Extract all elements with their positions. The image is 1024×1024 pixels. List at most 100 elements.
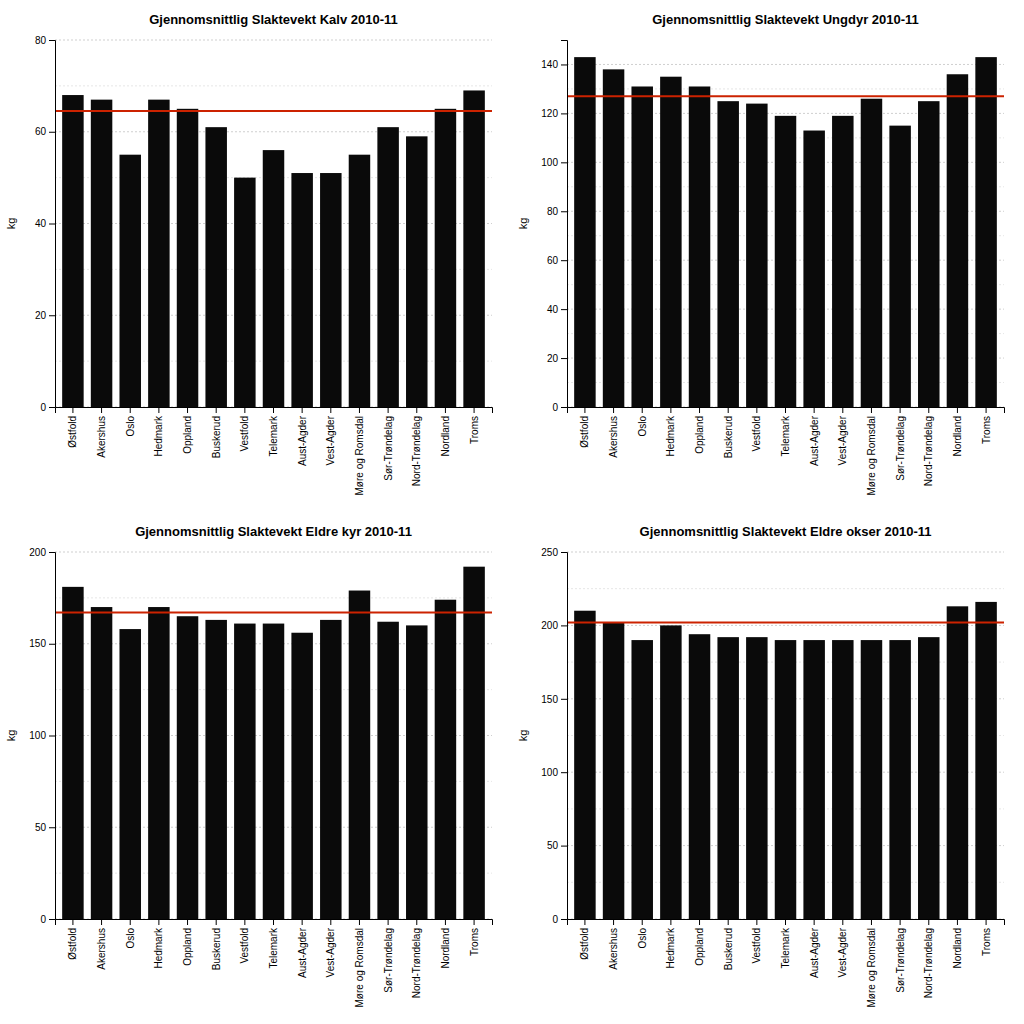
x-tick-mark [842, 919, 843, 925]
bar [574, 611, 595, 919]
y-tick-mark [49, 224, 55, 225]
y-tick: 120 [541, 108, 567, 119]
reference-line [55, 110, 492, 112]
y-tick-label: 0 [552, 914, 558, 925]
y-tick: 40 [35, 218, 55, 229]
x-tick: Vest-Agder [837, 919, 848, 977]
x-tick-mark [187, 919, 188, 925]
y-tick-mark [561, 846, 567, 847]
x-tick-label: Vest-Agder [325, 415, 336, 465]
y-tick-mark [49, 40, 55, 41]
x-tick-label: Sør-Trøndelag [383, 928, 394, 993]
x-tick-label: Oppland [694, 416, 705, 454]
y-tick-label: 150 [29, 638, 46, 649]
bar [603, 622, 624, 919]
y-tick: 0 [552, 402, 567, 413]
bar [660, 77, 681, 407]
x-tick: Oppland [182, 919, 193, 966]
x-tick-label: Oppland [694, 928, 705, 966]
y-tick-mark [561, 113, 567, 114]
bar [91, 607, 112, 919]
x-tick: Buskerud [723, 919, 734, 970]
x-tick: Sør-Trøndelag [895, 919, 906, 993]
grid-line [55, 40, 492, 41]
grid-line-minor [55, 597, 492, 598]
x-tick: Sør-Trøndelag [383, 919, 394, 993]
x-tick-label: Aust-Agder [809, 415, 820, 466]
x-tick: Oslo [637, 919, 648, 949]
y-tick-mark [561, 407, 567, 408]
grid [567, 552, 1004, 919]
grid-line [567, 552, 1004, 553]
x-tick-label: Buskerud [211, 416, 222, 458]
bar [177, 616, 198, 919]
y-tick: 150 [29, 638, 55, 649]
x-tick-mark [871, 407, 872, 413]
bar [775, 116, 796, 407]
x-tick: Akershus [608, 407, 619, 458]
x-tick-label: Vestfold [751, 416, 762, 452]
y-tick-mark [561, 552, 567, 553]
y-axis-line [49, 41, 56, 408]
chart-title: Gjennomsnittlig Slaktevekt Eldre okser 2… [640, 524, 932, 539]
x-tick-label: Troms [469, 416, 480, 444]
x-tick-mark [445, 919, 446, 925]
y-tick-label: 0 [40, 914, 46, 925]
grid-line [55, 131, 492, 132]
y-tick-mark [561, 260, 567, 261]
bar [62, 95, 83, 407]
x-tick-mark [101, 407, 102, 413]
bar [746, 637, 767, 919]
x-tick: Vest-Agder [325, 407, 336, 465]
y-tick-label: 100 [29, 730, 46, 741]
bar [349, 591, 370, 919]
bar [263, 150, 284, 407]
y-tick-label: 150 [541, 694, 558, 705]
plot-area [55, 567, 492, 919]
x-tick-label: Vestfold [239, 928, 250, 964]
bar [889, 640, 910, 919]
x-tick-label: Telemark [780, 415, 791, 457]
bar [234, 178, 255, 407]
y-tick-mark [49, 827, 55, 828]
bar [746, 104, 767, 407]
x-tick-mark [302, 919, 303, 925]
x-tick: Buskerud [211, 407, 222, 458]
y-tick-label: 20 [35, 310, 47, 321]
x-tick-mark [474, 919, 475, 925]
x-tick-mark [642, 919, 643, 925]
bar [119, 629, 140, 919]
x-tick-mark [785, 407, 786, 413]
y-tick-label: 60 [35, 126, 47, 137]
x-tick-label: Østfold [67, 416, 78, 448]
y-tick-label: 60 [547, 255, 559, 266]
x-tick-mark [814, 919, 815, 925]
x-tick-mark [72, 407, 73, 413]
chart-title: Gjennomsnittlig Slaktevekt Ungdyr 2010-1… [652, 12, 919, 27]
x-tick-label: Østfold [579, 416, 590, 448]
x-tick-label: Buskerud [211, 928, 222, 970]
y-tick: 200 [29, 547, 55, 558]
x-tick-label: Østfold [579, 928, 590, 960]
x-tick: Aust-Agder [297, 407, 308, 466]
x-axis-line [56, 920, 493, 926]
x-tick: Møre og Romsdal [866, 919, 877, 1007]
y-axis-title: kg [5, 730, 17, 742]
x-tick-mark [474, 407, 475, 413]
bar [975, 602, 996, 919]
y-tick-mark [49, 736, 55, 737]
y-tick-mark [561, 919, 567, 920]
x-tick: Nord-Trøndelag [923, 919, 934, 998]
x-tick: Nord-Trøndelag [411, 919, 422, 998]
x-tick: Østfold [579, 407, 590, 448]
x-tick-mark [359, 919, 360, 925]
panel: ØstfoldAkershusOsloHedmarkOpplandBuskeru… [517, 524, 1005, 1007]
x-tick-mark [416, 919, 417, 925]
y-axis-title: kg [5, 218, 17, 230]
x-tick-label: Møre og Romsdal [866, 416, 877, 495]
bar [205, 620, 226, 919]
bar [320, 173, 341, 407]
x-tick-label: Troms [469, 928, 480, 956]
grid-line-minor [55, 85, 492, 86]
x-tick: Troms [981, 407, 992, 444]
